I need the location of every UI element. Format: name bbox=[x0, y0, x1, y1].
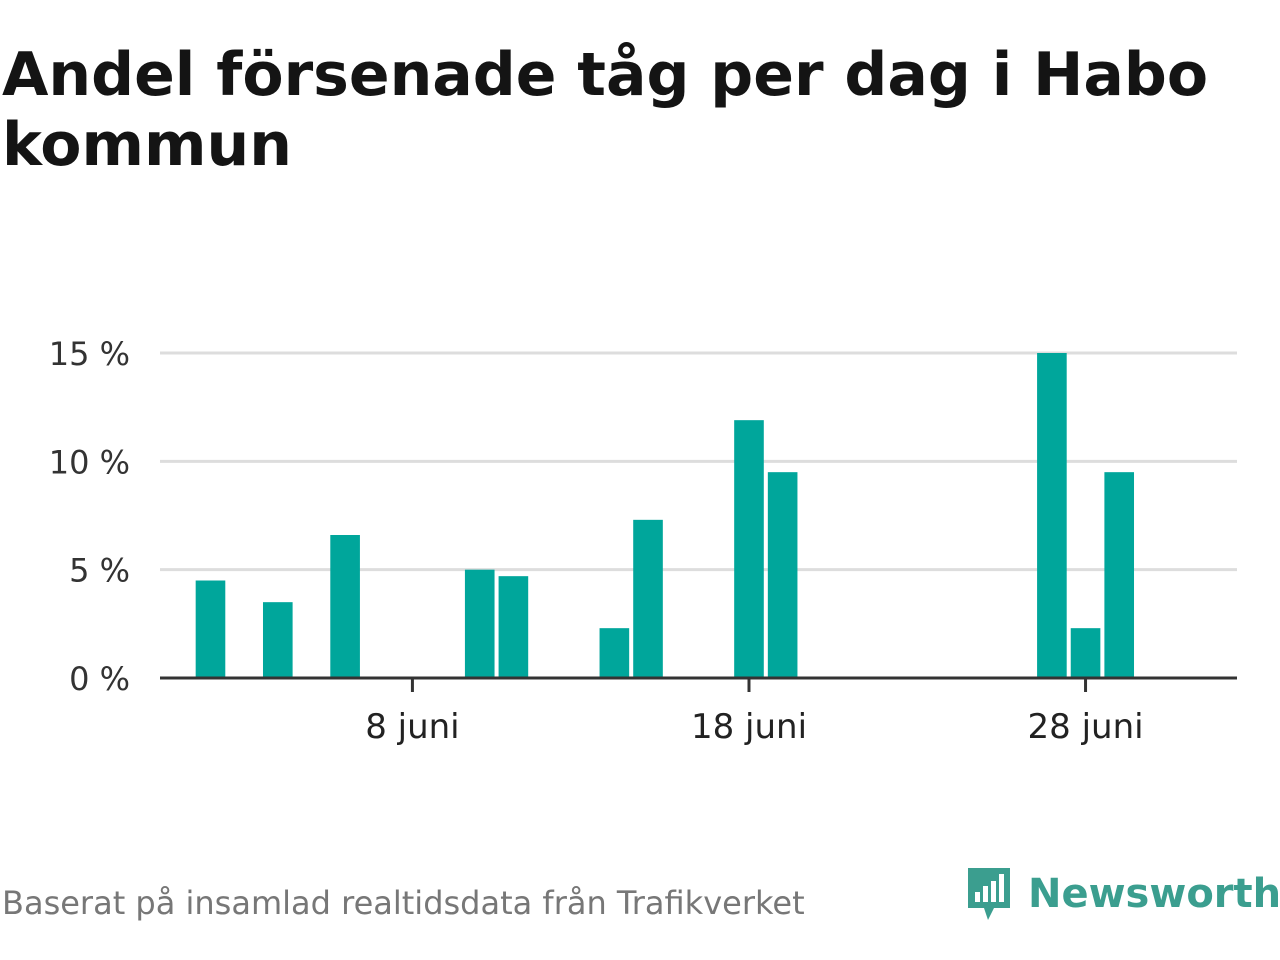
x-axis bbox=[160, 676, 1237, 692]
bar bbox=[1070, 628, 1101, 678]
newsworthy-logo-icon bbox=[968, 868, 1010, 920]
bars bbox=[195, 353, 1135, 678]
chart-title: Andel försenade tåg per dag i Habo kommu… bbox=[2, 40, 1209, 180]
y-tick-label: 10 % bbox=[49, 443, 130, 481]
y-tick-labels: 0 % 5 % 10 % 15 % bbox=[49, 335, 130, 698]
bar bbox=[633, 519, 663, 678]
x-tick-labels: 8 juni 18 juni 28 juni bbox=[365, 707, 1143, 747]
bar bbox=[767, 472, 798, 678]
x-tick-label: 18 juni bbox=[691, 707, 807, 747]
bar bbox=[734, 420, 764, 678]
bar bbox=[330, 535, 360, 678]
bar bbox=[1037, 353, 1067, 678]
source-note: Baserat på insamlad realtidsdata från Tr… bbox=[2, 884, 805, 922]
bar bbox=[1104, 472, 1135, 678]
y-tick-label: 0 % bbox=[69, 660, 130, 698]
bar bbox=[464, 569, 495, 678]
bar bbox=[599, 628, 630, 678]
bar bbox=[262, 602, 293, 678]
x-tick-label: 8 juni bbox=[365, 707, 459, 747]
grid-lines bbox=[160, 351, 1237, 572]
y-tick-label: 5 % bbox=[69, 552, 130, 590]
y-tick-label: 15 % bbox=[49, 335, 130, 373]
x-tick-label: 28 juni bbox=[1028, 707, 1144, 747]
bar bbox=[498, 576, 529, 678]
newsworthy-logo: Newsworthy bbox=[964, 864, 1280, 924]
bar bbox=[195, 580, 226, 678]
brand-name: Newsworthy bbox=[1028, 871, 1280, 917]
